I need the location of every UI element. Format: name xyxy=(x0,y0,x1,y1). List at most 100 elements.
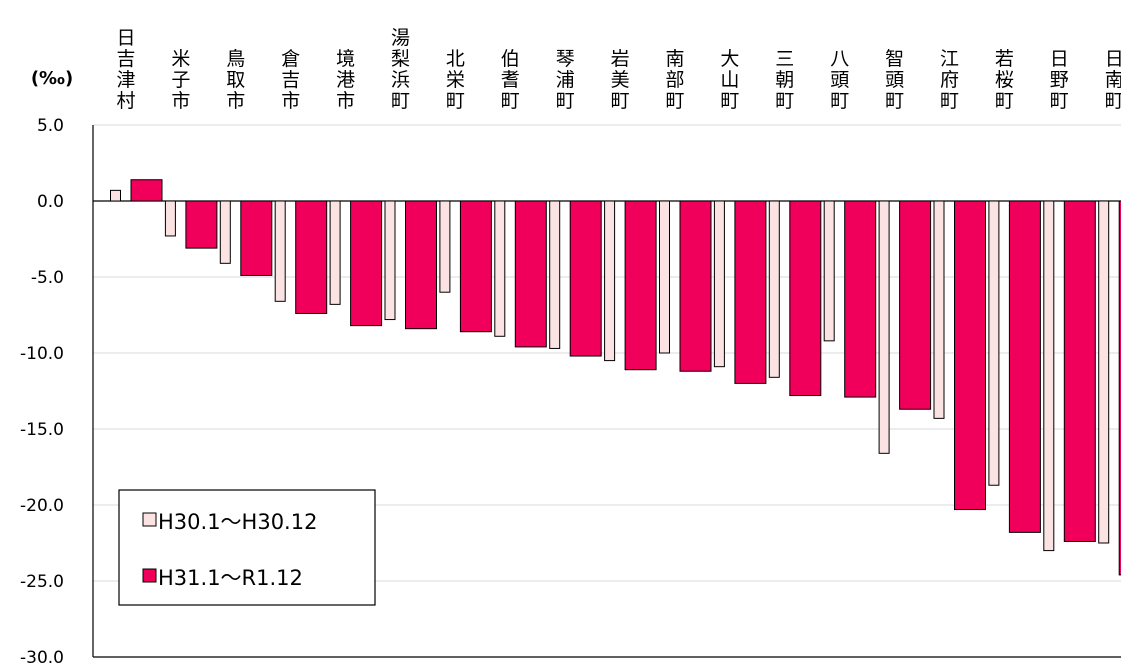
category-label-char: 大 xyxy=(720,48,739,70)
bar-series1-14 xyxy=(878,200,890,454)
category-label-char: 南 xyxy=(1105,69,1121,91)
category-label-char: 町 xyxy=(830,90,849,112)
category-label-char: 津 xyxy=(116,69,135,91)
bar-series2-2 xyxy=(240,200,273,276)
category-label-char: 岩 xyxy=(611,48,630,70)
bar-series1-12 xyxy=(768,200,780,378)
category-label-char: 子 xyxy=(171,69,190,91)
category-label-char: 町 xyxy=(720,90,739,112)
legend-label-1: H30.1～H30.12 xyxy=(158,510,317,534)
category-label-char: 南 xyxy=(665,48,684,70)
bar-series2-18 xyxy=(1118,200,1121,576)
category-label-char: 山 xyxy=(720,69,739,91)
category-label: 琴浦町 xyxy=(556,48,575,112)
category-label: 智頭町 xyxy=(885,48,904,112)
bar-series1-6 xyxy=(439,200,451,293)
bar-series2-10 xyxy=(679,200,712,372)
bar-series2-1 xyxy=(185,200,218,249)
category-label-char: 市 xyxy=(281,90,300,112)
bar-series2-0 xyxy=(130,179,163,202)
bar-series1-3 xyxy=(274,200,286,302)
category-label-char: 浜 xyxy=(391,69,410,91)
bar-series2-11 xyxy=(734,200,767,384)
category-label-char: 浦 xyxy=(556,69,575,91)
category-label-char: 智 xyxy=(885,48,904,70)
category-label-char: 鳥 xyxy=(226,48,245,70)
category-label-char: 町 xyxy=(775,90,794,112)
bar-series2-3 xyxy=(295,200,328,314)
category-label-char: 町 xyxy=(940,90,959,112)
category-label-char: 若 xyxy=(995,48,1014,70)
bar-series2-7 xyxy=(514,200,547,348)
category-label: 境港市 xyxy=(336,48,355,112)
category-label-char: 日 xyxy=(116,27,135,49)
bar-series2-4 xyxy=(350,200,383,327)
legend-swatch-2 xyxy=(142,568,157,583)
category-label-char: 村 xyxy=(116,90,135,112)
category-label: 大山町 xyxy=(720,48,739,112)
legend-label-2: H31.1～R1.12 xyxy=(158,566,303,590)
category-label: 日野町 xyxy=(1050,48,1069,112)
legend-item-1: H30.1～H30.12 xyxy=(142,510,317,534)
category-label-char: 栄 xyxy=(446,69,465,91)
category-label-char: 桜 xyxy=(995,69,1014,91)
y-tick-label: -10.0 xyxy=(20,344,64,364)
category-label-char: 米 xyxy=(171,48,190,70)
category-label-char: 頭 xyxy=(885,69,904,91)
category-label-char: 町 xyxy=(501,90,520,112)
category-label-char: 町 xyxy=(611,90,630,112)
bar-series1-9 xyxy=(604,200,616,362)
category-label-char: 頭 xyxy=(830,69,849,91)
category-label-char: 市 xyxy=(336,90,355,112)
category-label-char: 境 xyxy=(336,48,355,70)
category-label-char: 北 xyxy=(446,48,465,70)
bar-series2-8 xyxy=(569,200,602,357)
bar-series2-5 xyxy=(405,200,437,330)
category-label-char: 江 xyxy=(940,48,959,70)
legend-box xyxy=(118,489,376,606)
y-tick-label: 5.0 xyxy=(37,116,64,136)
category-label-char: 三 xyxy=(775,48,794,70)
bar-series1-1 xyxy=(164,200,176,237)
category-label-char: 町 xyxy=(1105,90,1121,112)
category-labels: 日吉津村米子市鳥取市倉吉市境港市湯梨浜町北栄町伯耆町琴浦町岩美町南部町大山町三朝… xyxy=(116,27,1121,112)
category-label: 南部町 xyxy=(665,48,684,112)
category-label-char: 倉 xyxy=(281,48,300,70)
y-tick-label: -25.0 xyxy=(20,572,64,592)
category-label: 若桜町 xyxy=(995,48,1014,112)
y-tick-label: -5.0 xyxy=(31,268,64,288)
bar-series1-8 xyxy=(549,200,561,349)
y-tick-label: 0.0 xyxy=(37,192,64,212)
bars xyxy=(110,179,1121,576)
category-label-char: 野 xyxy=(1050,69,1069,91)
y-tick-label: -30.0 xyxy=(20,648,64,666)
bar-series2-15 xyxy=(954,200,986,511)
bar-series1-17 xyxy=(1043,200,1055,552)
category-label-char: 吉 xyxy=(116,48,135,70)
legend-item-2: H31.1～R1.12 xyxy=(142,566,303,590)
bar-series2-17 xyxy=(1063,200,1096,542)
legend: H30.1～H30.12 H31.1～R1.12 xyxy=(118,489,376,606)
bar-series1-2 xyxy=(219,200,231,264)
category-label: 伯耆町 xyxy=(501,48,520,112)
y-tick-labels: 5.0 0.0 -5.0 -10.0 -15.0 -20.0 -25.0 -30.0 xyxy=(20,116,64,666)
category-label-char: 吉 xyxy=(281,69,300,91)
bar-series1-5 xyxy=(384,200,396,321)
bar-series1-4 xyxy=(329,200,341,305)
bar-series1-13 xyxy=(823,200,835,342)
category-label-char: 町 xyxy=(1050,90,1069,112)
category-label-char: 町 xyxy=(885,90,904,112)
category-label-char: 耆 xyxy=(501,69,520,91)
y-tick-label: -20.0 xyxy=(20,496,64,516)
category-label-char: 町 xyxy=(665,90,684,112)
category-label-char: 梨 xyxy=(391,48,410,70)
category-label-char: 取 xyxy=(226,69,245,91)
category-label-char: 港 xyxy=(336,69,355,91)
category-label-char: 美 xyxy=(611,69,630,91)
category-label-char: 町 xyxy=(391,90,410,112)
bar-series1-16 xyxy=(988,200,1000,486)
bar-series2-6 xyxy=(459,200,492,333)
